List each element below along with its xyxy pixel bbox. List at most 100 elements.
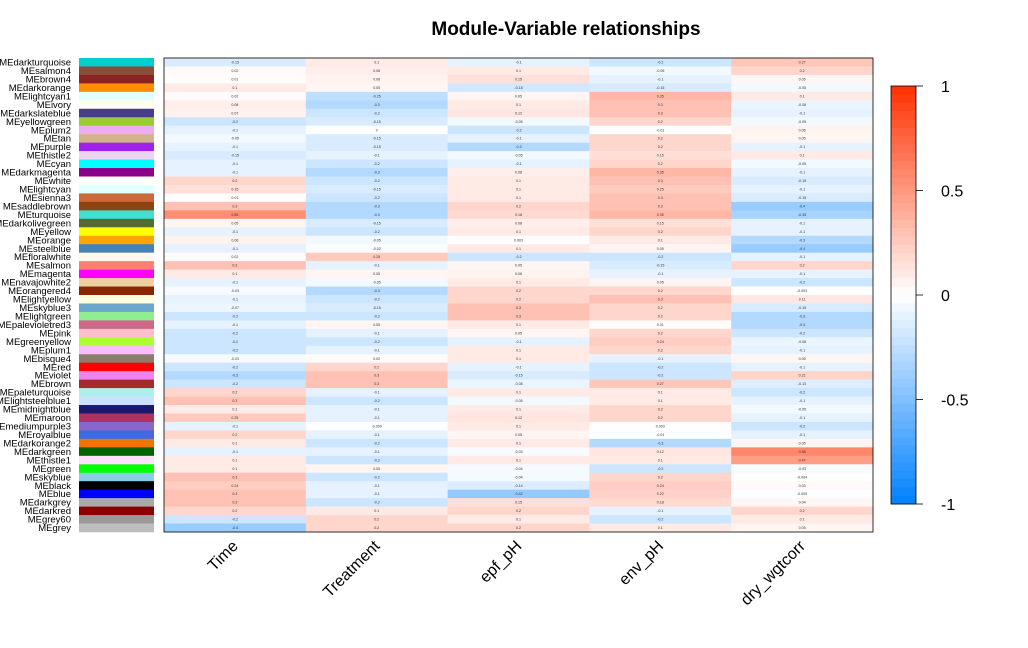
colorbar-segment xyxy=(891,177,916,187)
cell-value-label: -0.2 xyxy=(232,331,238,335)
heatmap-cell xyxy=(305,337,448,347)
cell-value-label: -0.1 xyxy=(799,221,805,225)
heatmap-cell xyxy=(447,455,590,465)
cell-value-label: -0.05 xyxy=(231,137,239,141)
row-label: MEgreenyellow xyxy=(6,337,71,348)
cell-value-label: -0.1 xyxy=(232,171,238,175)
module-swatch xyxy=(79,168,154,177)
cell-value-label: -0.05 xyxy=(514,120,522,124)
heatmap-cell xyxy=(164,405,307,414)
cell-value-label: 0.05 xyxy=(373,272,380,276)
heatmap-cell xyxy=(164,354,307,364)
cell-value-label: -0.1 xyxy=(374,492,380,496)
heatmap-cell xyxy=(589,117,732,127)
cell-value-label: -0.2 xyxy=(374,441,380,445)
colorbar-segment xyxy=(891,119,916,129)
cell-value-label: -0.1 xyxy=(657,509,663,513)
heatmap-cell xyxy=(447,210,590,220)
heatmap-cell xyxy=(447,396,590,406)
cell-value-label: -0.1 xyxy=(374,450,380,454)
heatmap-cell xyxy=(731,396,874,406)
heatmap-cell xyxy=(731,218,874,228)
cell-value-label: 0.1 xyxy=(800,518,805,522)
heatmap-cell xyxy=(447,481,590,490)
row-label: MEblack xyxy=(35,481,72,492)
colorbar-segment xyxy=(891,353,916,363)
row-label: MEdarkorange2 xyxy=(3,438,71,449)
heatmap-cell xyxy=(731,295,874,304)
heatmap-cell xyxy=(447,108,590,118)
cell-value-label: 0.1 xyxy=(516,188,521,192)
colorbar-segment xyxy=(891,295,916,304)
row-label: MEmediumpurple3 xyxy=(0,422,71,433)
heatmap-cell xyxy=(447,421,590,431)
heatmap-cell xyxy=(731,176,874,186)
cell-value-label: 0.55 xyxy=(231,213,238,217)
module-swatch xyxy=(79,295,154,304)
heatmap-cell xyxy=(305,413,448,423)
cell-value-label: -0.08 xyxy=(798,340,806,344)
heatmap-cell xyxy=(305,176,448,186)
cell-value-label: 0.05 xyxy=(799,526,806,530)
cell-value-label: -0.1 xyxy=(657,77,663,81)
colorbar-segment xyxy=(891,453,916,463)
cell-value-label: -0.15 xyxy=(798,306,806,310)
heatmap-cell xyxy=(731,489,874,499)
colorbar-segment xyxy=(891,428,916,438)
heatmap-cell xyxy=(447,311,590,321)
cell-value-label: -0.2 xyxy=(657,61,663,65)
cell-value-label: 0.11 xyxy=(799,298,806,302)
colorbar-segment xyxy=(891,328,916,338)
cell-value-label: 0.2 xyxy=(658,348,663,352)
cell-value-label: -0.1 xyxy=(374,264,380,268)
row-label: MEtan xyxy=(44,134,71,145)
cell-value-label: -0.2 xyxy=(232,518,238,522)
heatmap-cell xyxy=(589,320,732,330)
heatmap-cell xyxy=(447,74,590,84)
heatmap-cell xyxy=(589,371,732,380)
cell-value-label: -0.15 xyxy=(798,196,806,200)
heatmap-cell xyxy=(589,235,732,245)
heatmap-cell xyxy=(731,515,874,524)
cell-value-label: -0.1 xyxy=(374,416,380,420)
cell-value-label: -0.1 xyxy=(374,348,380,352)
module-swatch xyxy=(79,176,154,186)
colorbar-segment xyxy=(891,495,916,505)
heatmap-cell xyxy=(164,489,307,499)
cell-value-label: -0.1 xyxy=(799,145,805,149)
cell-value-label: -0.2 xyxy=(374,230,380,234)
colorbar-segment xyxy=(891,152,916,162)
module-swatch xyxy=(79,244,154,253)
heatmap-cell xyxy=(305,311,448,321)
heatmap-cell xyxy=(164,134,307,143)
heatmap-cell xyxy=(589,159,732,169)
cell-value-label: -0.25 xyxy=(373,94,381,98)
cell-value-label: 0.1 xyxy=(516,357,521,361)
cell-value-label: 0.1 xyxy=(374,509,379,513)
cell-value-label: 0.1 xyxy=(516,103,521,107)
cell-value-label: -0.1 xyxy=(232,247,238,251)
cell-value-label: 0.2 xyxy=(658,306,663,310)
heatmap-cell xyxy=(731,523,874,533)
heatmap-cell xyxy=(731,286,874,296)
cell-value-label: 0.08 xyxy=(515,171,522,175)
cell-value-label: -0.1 xyxy=(515,162,521,166)
cell-value-label: -0.01 xyxy=(656,433,664,437)
row-label: MEplum1 xyxy=(31,345,71,356)
heatmap-cell xyxy=(731,74,874,84)
heatmap-cell xyxy=(731,91,874,101)
heatmap-cell xyxy=(447,430,590,440)
cell-value-label: 0.1 xyxy=(516,441,521,445)
cell-value-label: 0.12 xyxy=(657,450,664,454)
colorbar-segment xyxy=(891,169,916,179)
colorbar-segment xyxy=(891,345,916,354)
cell-value-label: 0.05 xyxy=(373,467,380,471)
heatmap-cell xyxy=(164,83,307,93)
cell-value-label: -0.1 xyxy=(374,484,380,488)
heatmap-cell xyxy=(305,405,448,414)
heatmap-cell xyxy=(731,481,874,490)
row-label: MEviolet xyxy=(35,371,72,382)
cell-value-label: 0.3 xyxy=(374,382,379,386)
cell-value-label: -0.1 xyxy=(515,365,521,369)
heatmap-cell xyxy=(447,244,590,253)
